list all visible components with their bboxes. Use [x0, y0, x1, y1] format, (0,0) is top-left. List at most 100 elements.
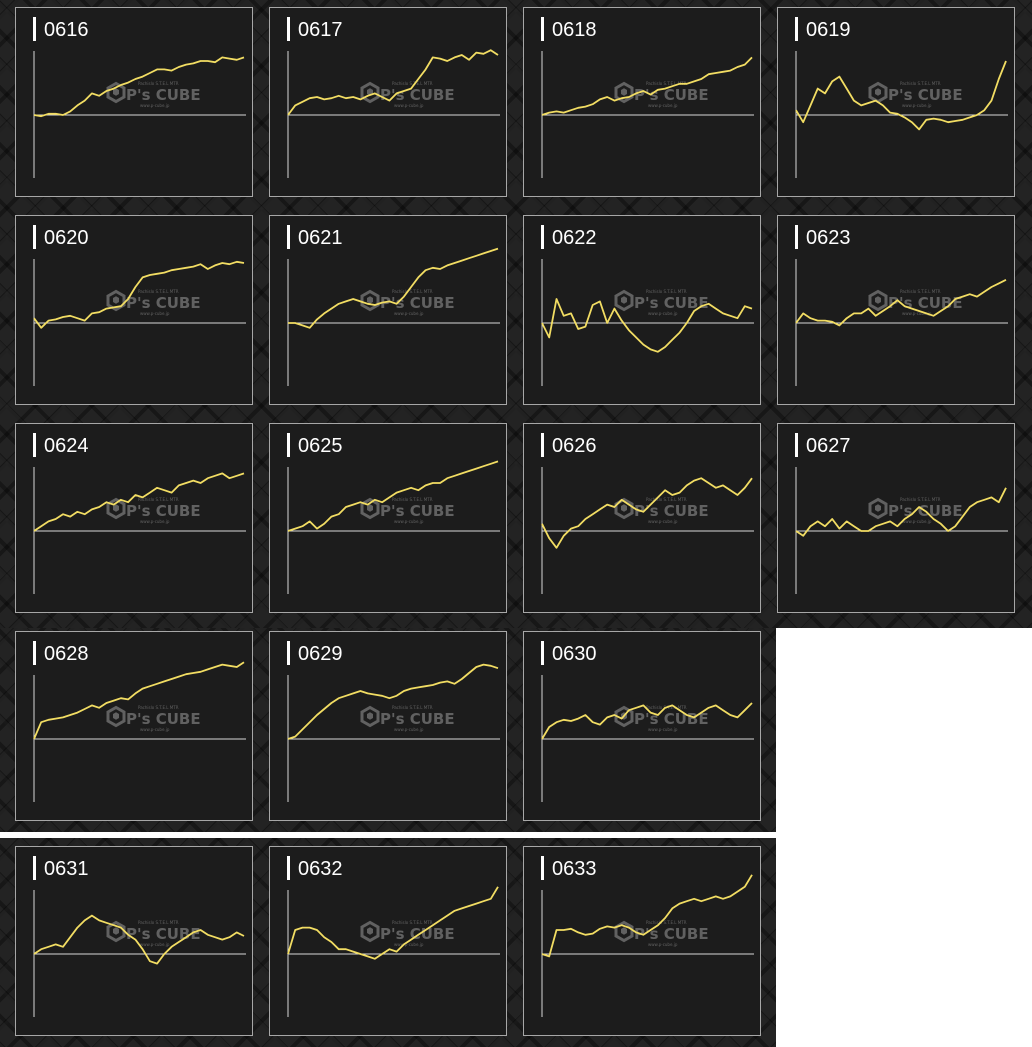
watermark-bottom-text: www.p-cube.jp: [140, 727, 170, 732]
chart-panel: 0616 P's CUBE Pachislo S.T.E.L MTR www.p-cu…: [15, 7, 253, 197]
series-line: [288, 247, 499, 329]
watermark-logo-icon: [614, 81, 634, 104]
watermark-logo-core-icon: [113, 296, 119, 304]
watermark-logo-icon: [360, 920, 380, 943]
watermark-top-text: Pachislo S.T.E.L MTR: [392, 289, 433, 294]
watermark-top-text: Pachislo S.T.E.L MTR: [138, 81, 179, 86]
chart-panel: 0628 P's CUBE Pachislo S.T.E.L MTR www.p-cu…: [15, 631, 253, 821]
chart-title: 0626: [541, 433, 597, 457]
watermark-top-text: Pachislo S.T.E.L MTR: [138, 705, 179, 710]
watermark-bottom-text: www.p-cube.jp: [140, 311, 170, 316]
watermark-top-text: Pachislo S.T.E.L MTR: [900, 497, 941, 502]
series-line: [795, 278, 1007, 327]
watermark-logo-icon: [868, 81, 888, 104]
series-line: [33, 56, 245, 118]
chart-panel: 0626 P's CUBE Pachislo S.T.E.L MTR www.p-cu…: [523, 423, 761, 613]
watermark-brand: P's CUBE: [126, 86, 201, 104]
watermark-logo-icon: [614, 920, 634, 943]
watermark-bottom-text: www.p-cube.jp: [648, 311, 678, 316]
watermark-bottom-text: www.p-cube.jp: [394, 519, 424, 524]
watermark-logo-icon: [614, 289, 634, 312]
chart-title: 0628: [33, 641, 89, 665]
chart-panel: 0618 P's CUBE Pachislo S.T.E.L MTR www.p-cu…: [523, 7, 761, 197]
series-line: [541, 702, 753, 740]
chart-title: 0631: [33, 856, 89, 880]
chart-panel: 0623 P's CUBE Pachislo S.T.E.L MTR www.p-cu…: [777, 215, 1015, 405]
watermark-top-text: Pachislo S.T.E.L MTR: [392, 497, 433, 502]
chart-panel: 0630 P's CUBE Pachislo S.T.E.L MTR www.p-cu…: [523, 631, 761, 821]
watermark-logo-core-icon: [621, 296, 627, 304]
watermark-logo-core-icon: [113, 88, 119, 96]
watermark-bottom-text: www.p-cube.jp: [140, 942, 170, 947]
watermark-top-text: Pachislo S.T.E.L MTR: [138, 497, 179, 502]
watermark-brand: P's CUBE: [380, 294, 455, 312]
watermark-top-text: Pachislo S.T.E.L MTR: [646, 920, 687, 925]
watermark-logo-icon: [614, 705, 634, 728]
watermark-logo-icon: [106, 705, 126, 728]
series-line: [33, 260, 245, 329]
chart-title: 0617: [287, 17, 343, 41]
watermark-top-text: Pachislo S.T.E.L MTR: [138, 289, 179, 294]
series-line: [287, 49, 499, 116]
chart-title: 0620: [33, 225, 89, 249]
watermark-brand: P's CUBE: [634, 86, 709, 104]
series-line: [287, 460, 499, 532]
watermark-bottom-text: www.p-cube.jp: [648, 727, 678, 732]
series-line: [795, 487, 1007, 537]
watermark-logo-icon: [106, 920, 126, 943]
chart-title: 0621: [287, 225, 343, 249]
watermark-brand: P's CUBE: [126, 294, 201, 312]
chart-title: 0619: [795, 17, 851, 41]
watermark-brand: P's CUBE: [380, 710, 455, 728]
watermark-top-text: Pachislo S.T.E.L MTR: [138, 920, 179, 925]
chart-panel: 0621 P's CUBE Pachislo S.T.E.L MTR www.p-cu…: [269, 215, 507, 405]
watermark-bottom-text: www.p-cube.jp: [394, 311, 424, 316]
watermark-top-text: Pachislo S.T.E.L MTR: [392, 920, 433, 925]
chart-panel: 0627 P's CUBE Pachislo S.T.E.L MTR www.p-cu…: [777, 423, 1015, 613]
series-line: [287, 663, 499, 740]
series-line: [795, 60, 1007, 131]
series-line: [33, 661, 245, 740]
watermark-brand: P's CUBE: [380, 925, 455, 943]
watermark-brand: P's CUBE: [634, 294, 709, 312]
watermark-bottom-text: www.p-cube.jp: [394, 942, 424, 947]
watermark-logo-core-icon: [621, 88, 627, 96]
watermark-logo-core-icon: [367, 504, 373, 512]
watermark-top-text: Pachislo S.T.E.L MTR: [646, 289, 687, 294]
watermark-brand: P's CUBE: [126, 502, 201, 520]
watermark-bottom-text: www.p-cube.jp: [902, 311, 932, 316]
watermark-logo-icon: [614, 497, 634, 520]
chart-panel: 0629 P's CUBE Pachislo S.T.E.L MTR www.p-cu…: [269, 631, 507, 821]
chart-title: 0618: [541, 17, 597, 41]
watermark-bottom-text: www.p-cube.jp: [648, 519, 678, 524]
watermark-logo-core-icon: [367, 296, 373, 304]
watermark-bottom-text: www.p-cube.jp: [902, 519, 932, 524]
chart-title: 0630: [541, 641, 597, 665]
series-line: [541, 56, 753, 116]
watermark-bottom-text: www.p-cube.jp: [394, 727, 424, 732]
chart-title: 0627: [795, 433, 851, 457]
watermark-logo-core-icon: [621, 504, 627, 512]
watermark-logo-core-icon: [875, 504, 881, 512]
watermark-brand: P's CUBE: [126, 710, 201, 728]
watermark-bottom-text: www.p-cube.jp: [902, 103, 932, 108]
watermark-bottom-text: www.p-cube.jp: [648, 103, 678, 108]
chart-panel: 0620 P's CUBE Pachislo S.T.E.L MTR www.p-cu…: [15, 215, 253, 405]
chart-panel: 0619 P's CUBE Pachislo S.T.E.L MTR www.p-cu…: [777, 7, 1015, 197]
watermark-brand: P's CUBE: [380, 86, 455, 104]
